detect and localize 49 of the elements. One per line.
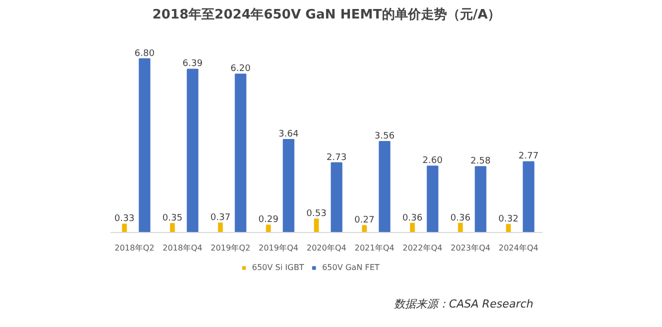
bar xyxy=(378,141,390,232)
data-label: 0.35 xyxy=(162,214,182,224)
x-tick-label: 2018年Q2 xyxy=(114,244,154,252)
bar xyxy=(138,58,150,232)
bar xyxy=(330,162,342,232)
data-label: 2.60 xyxy=(422,156,443,166)
data-label: 6.39 xyxy=(182,59,203,70)
data-label: 0.32 xyxy=(498,214,518,224)
bar xyxy=(410,222,415,232)
bar xyxy=(170,223,175,232)
source-note: 数据来源：CASA Research xyxy=(394,298,534,310)
data-label: 2.77 xyxy=(518,152,539,162)
bar xyxy=(474,166,486,232)
data-label: 0.29 xyxy=(258,215,279,226)
bar xyxy=(458,222,463,232)
data-label: 0.36 xyxy=(450,213,471,224)
data-label: 2.73 xyxy=(326,152,347,163)
data-label: 0.36 xyxy=(402,213,423,224)
bar xyxy=(266,224,271,232)
bar xyxy=(282,139,294,232)
x-tick-label: 2020年Q4 xyxy=(306,244,346,252)
x-tick-label: 2018年Q4 xyxy=(162,244,202,252)
legend-label: 650V Si IGBT xyxy=(252,262,304,272)
bar xyxy=(362,225,367,232)
data-label: 3.64 xyxy=(278,130,299,140)
bar xyxy=(234,74,246,232)
data-label: 6.80 xyxy=(134,48,155,59)
bar xyxy=(218,222,223,232)
bar xyxy=(426,166,438,232)
bar xyxy=(506,224,511,232)
bar xyxy=(122,224,127,232)
x-tick-label: 2019年Q2 xyxy=(210,244,250,252)
data-label: 2.58 xyxy=(470,156,491,167)
data-label: 0.33 xyxy=(114,214,134,224)
data-label: 6.20 xyxy=(230,64,251,74)
x-tick-label: 2022年Q4 xyxy=(402,244,442,252)
bar xyxy=(186,68,198,232)
chart-title: 2018年至2024年650V GaN HEMT的单价走势（元/A） xyxy=(152,6,501,22)
x-tick-label: 2021年Q4 xyxy=(354,244,394,252)
data-label: 0.37 xyxy=(210,213,230,224)
x-tick-label: 2024年Q4 xyxy=(498,244,538,252)
bar xyxy=(314,218,319,232)
legend-label: 650V GaN FET xyxy=(322,262,380,272)
data-label: 0.53 xyxy=(306,208,326,219)
x-tick-label: 2023年Q4 xyxy=(450,244,490,252)
data-label: 0.27 xyxy=(354,216,374,226)
data-label: 3.56 xyxy=(374,132,395,142)
x-tick-label: 2019年Q4 xyxy=(258,244,298,252)
bar xyxy=(522,161,534,232)
